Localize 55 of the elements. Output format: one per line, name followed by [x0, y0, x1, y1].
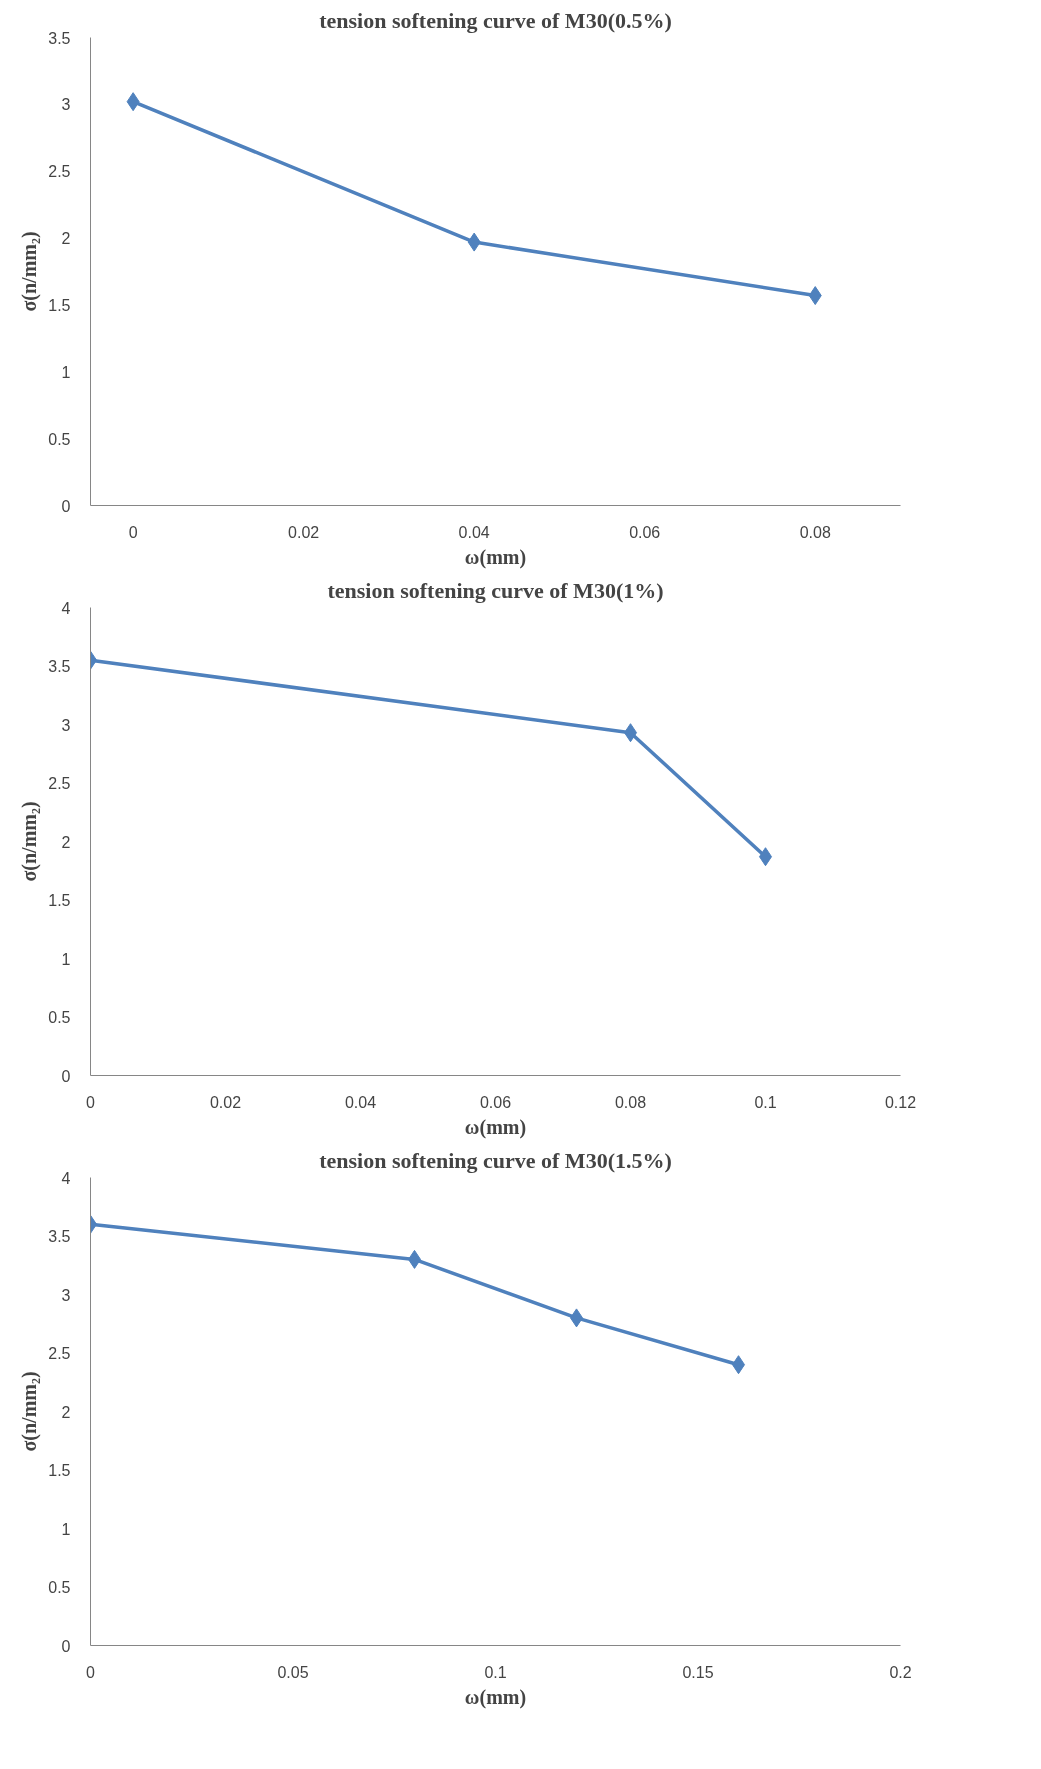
x-tick-label: 0.02	[288, 523, 320, 541]
y-tick-label: 1.5	[48, 892, 71, 909]
point	[808, 286, 822, 306]
y-axis-title: σ(n/mm₂)	[18, 231, 42, 312]
x-axis-title: ω(mm)	[464, 1685, 527, 1709]
x-tick-label: 0.06	[479, 1093, 512, 1111]
y-axis-title: σ(n/mm₂)	[18, 801, 42, 882]
y-tick-label: 1	[61, 1520, 71, 1538]
chart-title: tension softening curve of M30(1.5%)	[319, 1147, 672, 1173]
x-axis-title: ω(mm)	[464, 545, 527, 569]
x-tick-label: 0	[86, 1093, 96, 1111]
y-tick-label: 1	[61, 363, 71, 381]
y-tick-label: 2.5	[48, 775, 71, 792]
x-tick-label: 0.08	[799, 523, 831, 541]
y-tick-label: 3	[61, 1286, 71, 1304]
x-tick-label: 0.05	[277, 1663, 309, 1681]
x-tick-label: 0.04	[458, 523, 490, 541]
point	[467, 232, 481, 252]
x-tick-label: 0.08	[614, 1093, 647, 1111]
y-tick-label: 3	[61, 716, 71, 734]
y-tick-label: 3.5	[48, 1228, 71, 1245]
y-tick-label: 2.5	[48, 1345, 71, 1362]
y-tick-label: 0.5	[48, 430, 71, 448]
y-tick-label: 2	[61, 1403, 71, 1421]
y-tick-label: 2.5	[48, 163, 71, 181]
y-tick-label: 4	[61, 1169, 71, 1187]
y-tick-label: 1.5	[48, 296, 71, 314]
chart-title: tension softening curve of M30(0.5%)	[319, 7, 672, 33]
x-tick-label: 0.2	[889, 1663, 912, 1681]
y-tick-label: 4	[61, 599, 71, 617]
x-tick-label: 0.02	[209, 1093, 242, 1111]
x-tick-label: 0.1	[484, 1663, 507, 1681]
y-axis-title: σ(n/mm₂)	[18, 1371, 42, 1452]
y-tick-label: 1.5	[48, 1462, 71, 1479]
x-tick-label: 0	[86, 1663, 96, 1681]
y-tick-label: 0	[61, 1637, 71, 1655]
x-tick-label: 0.04	[344, 1093, 377, 1111]
y-tick-label: 0.5	[48, 1579, 71, 1596]
y-tick-label: 3.5	[48, 658, 71, 675]
x-tick-label: 0.06	[629, 523, 661, 541]
y-tick-label: 0.5	[48, 1009, 71, 1026]
x-tick-label: 0.12	[884, 1093, 917, 1111]
y-tick-label: 3.5	[48, 29, 71, 47]
y-tick-label: 1	[61, 950, 71, 968]
x-axis-title: ω(mm)	[464, 1115, 527, 1139]
x-tick-label: 0.15	[682, 1663, 714, 1681]
y-tick-label: 0	[61, 497, 71, 515]
x-tick-label: 0	[128, 523, 138, 541]
point	[126, 92, 140, 112]
y-tick-label: 2	[61, 230, 71, 248]
x-tick-label: 0.1	[754, 1093, 777, 1111]
y-tick-label: 2	[61, 833, 71, 851]
chart-title: tension softening curve of M30(1%)	[327, 577, 664, 603]
y-tick-label: 0	[61, 1067, 71, 1085]
y-tick-label: 3	[61, 96, 71, 114]
